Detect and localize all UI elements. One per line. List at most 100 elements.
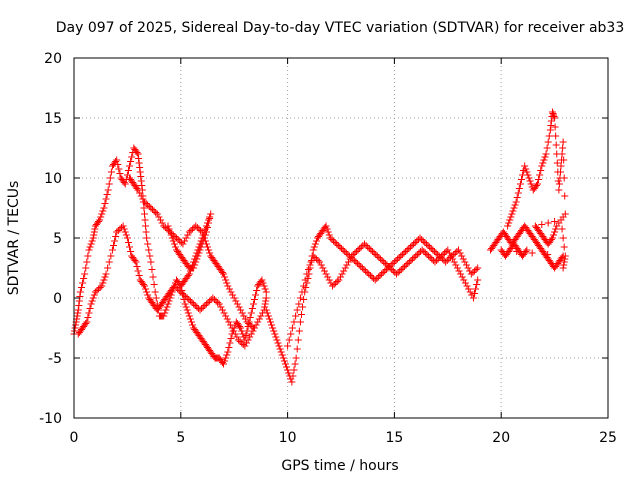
data-point <box>134 267 142 275</box>
data-point <box>246 333 254 341</box>
data-point <box>554 177 562 185</box>
data-point <box>402 248 410 255</box>
data-point <box>317 261 325 269</box>
data-point <box>458 252 466 260</box>
data-point <box>409 255 417 263</box>
chart-title: Day 097 of 2025, Sidereal Day-to-day VTE… <box>56 20 625 36</box>
data-point <box>555 186 563 194</box>
data-point <box>288 378 296 386</box>
data-point <box>539 159 547 167</box>
data-point <box>74 309 82 317</box>
data-point <box>526 177 534 185</box>
data-point <box>419 237 427 245</box>
data-point <box>436 254 444 261</box>
data-point <box>107 252 115 260</box>
data-point <box>169 237 177 245</box>
data-point <box>404 260 412 267</box>
data-point <box>464 264 472 272</box>
data-point <box>140 210 148 218</box>
data-point <box>420 248 428 255</box>
data-point <box>536 171 544 179</box>
data-point <box>115 165 123 173</box>
data-point <box>389 260 397 267</box>
data-point <box>91 225 99 233</box>
data-point <box>393 270 401 278</box>
data-point <box>260 282 268 290</box>
data-point <box>276 345 284 353</box>
data-point <box>311 254 319 261</box>
data-point <box>199 303 207 311</box>
data-point <box>561 192 569 200</box>
data-point <box>113 156 121 164</box>
data-point <box>134 186 142 194</box>
data-point <box>354 246 362 254</box>
data-point <box>226 339 234 347</box>
data-point <box>108 246 116 254</box>
data-point <box>558 150 566 158</box>
data-point <box>224 348 232 356</box>
data-point <box>331 239 339 246</box>
data-point <box>524 171 532 179</box>
data-point <box>144 201 152 209</box>
data-point <box>227 288 235 296</box>
data-point <box>95 218 103 225</box>
data-point <box>222 354 230 362</box>
data-point <box>428 255 436 263</box>
data-point <box>515 185 523 192</box>
data-point <box>206 297 214 305</box>
data-point <box>410 240 418 248</box>
data-point <box>191 302 199 309</box>
data-point <box>443 257 451 264</box>
data-point <box>140 204 148 212</box>
data-point <box>284 366 292 374</box>
data-point <box>560 156 568 164</box>
data-point <box>545 132 553 140</box>
data-point <box>182 234 190 242</box>
data-point <box>81 270 89 278</box>
data-point <box>293 306 301 314</box>
data-point <box>233 333 241 341</box>
data-point <box>285 369 293 377</box>
data-point <box>193 303 201 311</box>
data-point <box>101 200 109 207</box>
data-point <box>295 300 303 308</box>
data-point <box>365 245 373 252</box>
data-point <box>226 321 234 329</box>
data-point <box>138 182 146 189</box>
data-point <box>412 252 420 260</box>
data-point <box>235 303 243 311</box>
data-point <box>352 258 360 266</box>
y-tick-label: 0 <box>53 291 62 307</box>
data-point <box>257 312 265 320</box>
data-point <box>429 246 437 254</box>
data-point <box>336 243 344 251</box>
data-point <box>406 243 414 251</box>
data-point <box>388 266 396 273</box>
data-point <box>522 165 530 173</box>
data-point <box>544 251 552 258</box>
data-point <box>143 288 151 296</box>
data-point <box>204 219 211 227</box>
series-track-b <box>74 222 270 350</box>
data-point <box>107 168 115 176</box>
data-point <box>466 288 474 296</box>
x-tick-label: 25 <box>599 430 617 446</box>
data-point <box>201 302 209 309</box>
data-point <box>434 255 442 263</box>
data-point <box>90 231 98 239</box>
data-point <box>551 228 559 236</box>
data-point <box>137 173 145 180</box>
data-point <box>184 231 192 239</box>
data-point <box>463 282 471 290</box>
data-point <box>521 162 529 170</box>
data-point <box>254 318 262 326</box>
data-point <box>232 297 240 305</box>
data-point <box>296 294 304 302</box>
data-point <box>158 219 166 227</box>
data-point <box>437 252 445 260</box>
data-point <box>141 216 149 224</box>
data-point <box>528 249 536 257</box>
data-point <box>294 336 302 344</box>
data-point <box>261 300 269 308</box>
data-point <box>328 236 336 243</box>
